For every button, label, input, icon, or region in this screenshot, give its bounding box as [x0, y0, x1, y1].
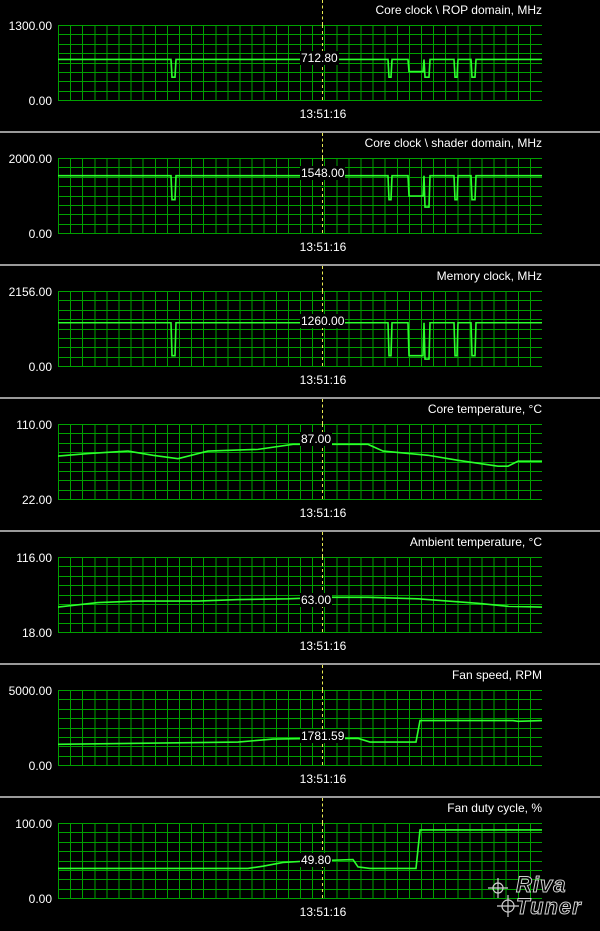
current-value-label: 1781.59 [300, 729, 346, 743]
y-min-label: 18.00 [21, 626, 52, 640]
graph-svg [58, 25, 542, 101]
grid-lines [58, 424, 542, 500]
graph-panel-coretemp[interactable]: Core temperature, °C 110.00 22.00 87.00 13:5… [0, 399, 600, 532]
time-cursor-extension [322, 266, 323, 291]
y-min-label: 0.00 [28, 360, 52, 374]
panel-separator[interactable] [0, 264, 600, 266]
series-line [58, 829, 542, 870]
time-cursor-extension [322, 0, 323, 25]
series-line [58, 174, 542, 208]
cursor-time-label: 13:51:16 [299, 639, 347, 653]
graph-title: Core clock \ shader domain, MHz [364, 136, 542, 150]
time-cursor-extension [322, 665, 323, 690]
y-max-label: 1300.00 [8, 19, 52, 33]
graph-svg [58, 690, 542, 766]
current-value-label: 1548.00 [300, 166, 346, 180]
rivatuner-watermark: Riva Tuner [486, 872, 594, 922]
graph-plot-area[interactable] [58, 424, 542, 500]
y-max-label: 100.00 [15, 817, 52, 831]
cursor-time-label: 13:51:16 [299, 506, 347, 520]
graph-panel-mem[interactable]: Memory clock, MHz 2156.00 0.00 1260.00 13:51… [0, 266, 600, 399]
panel-separator[interactable] [0, 663, 600, 665]
cursor-time-label: 13:51:16 [299, 373, 347, 387]
time-cursor-extension [322, 399, 323, 424]
y-max-label: 2000.00 [8, 152, 52, 166]
graph-panel-ambtemp[interactable]: Ambient temperature, °C 116.00 18.00 63.00 1… [0, 532, 600, 665]
current-value-label: 63.00 [300, 593, 333, 607]
graph-plot-area[interactable] [58, 25, 542, 101]
graph-title: Fan duty cycle, % [447, 801, 542, 815]
time-cursor-extension [322, 532, 323, 557]
series-line [58, 58, 542, 79]
time-cursor-extension [322, 798, 323, 823]
y-max-label: 110.00 [16, 418, 52, 432]
cursor-time-label: 13:51:16 [299, 240, 347, 254]
graph-panel-fanduty[interactable]: Fan duty cycle, % 100.00 0.00 49.80 13:51:16 [0, 798, 600, 931]
grid-lines [58, 823, 542, 899]
graph-panel-fanrpm[interactable]: Fan speed, RPM 5000.00 0.00 1781.59 13:51:16 [0, 665, 600, 798]
graph-title: Fan speed, RPM [451, 668, 542, 682]
graph-title: Core temperature, °C [427, 402, 542, 416]
graph-title: Memory clock, MHz [436, 269, 542, 283]
y-min-label: 0.00 [28, 892, 52, 906]
cursor-time-label: 13:51:16 [299, 772, 347, 786]
graph-plot-area[interactable] [58, 823, 542, 899]
y-max-label: 116.00 [16, 551, 52, 565]
current-value-label: 1260.00 [300, 314, 346, 328]
y-min-label: 0.00 [28, 94, 52, 108]
y-min-label: 0.00 [28, 227, 52, 241]
time-cursor-extension [322, 133, 323, 158]
graph-svg [58, 424, 542, 500]
current-value-label: 712.80 [300, 51, 339, 65]
grid-lines [58, 25, 542, 101]
cursor-time-label: 13:51:16 [299, 905, 347, 919]
current-value-label: 87.00 [300, 432, 333, 446]
graph-title: Core clock \ ROP domain, MHz [375, 3, 543, 17]
series-line [58, 719, 542, 746]
graph-title: Ambient temperature, °C [409, 535, 542, 549]
grid-lines [58, 690, 542, 766]
series-line [58, 321, 542, 360]
graph-panel-rop[interactable]: Core clock \ ROP domain, MHz 1300.00 0.00 7… [0, 0, 600, 133]
watermark-line1: Riva [515, 872, 567, 898]
graph-panel-shader[interactable]: Core clock \ shader domain, MHz 2000.00 0.… [0, 133, 600, 266]
panel-separator[interactable] [0, 131, 600, 133]
graph-plot-area[interactable] [58, 291, 542, 367]
graph-svg [58, 823, 542, 899]
grid-lines [58, 291, 542, 367]
watermark-line2: Tuner [516, 894, 582, 920]
y-min-label: 22.00 [21, 493, 52, 507]
graph-plot-area[interactable] [58, 690, 542, 766]
graph-svg [58, 291, 542, 367]
panel-separator[interactable] [0, 397, 600, 399]
panel-separator[interactable] [0, 530, 600, 532]
star-burst-icon [488, 878, 519, 917]
y-min-label: 0.00 [28, 759, 52, 773]
panel-separator[interactable] [0, 796, 600, 798]
cursor-time-label: 13:51:16 [299, 107, 347, 121]
current-value-label: 49.80 [300, 853, 333, 867]
y-max-label: 2156.00 [8, 285, 52, 299]
y-max-label: 5000.00 [8, 684, 52, 698]
